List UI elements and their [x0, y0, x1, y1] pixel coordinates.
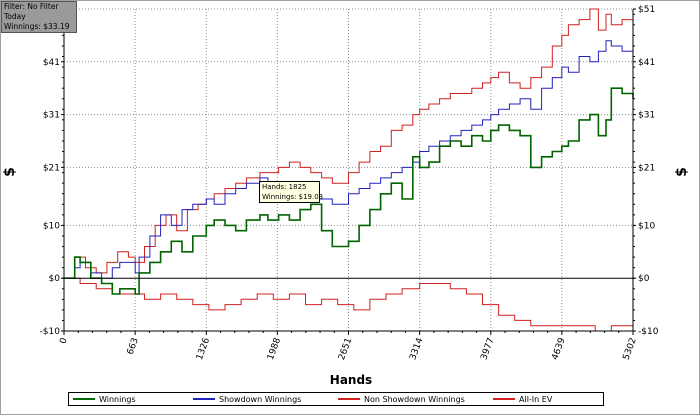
y-tick-label-left: $41 — [43, 58, 60, 68]
all-in-ev-line — [64, 8, 633, 279]
x-tick-label: 3977 — [479, 337, 496, 362]
legend-swatch-showdown — [193, 398, 215, 400]
non-showdown-winnings-line — [64, 277, 634, 332]
y-tick-label-right: $51 — [638, 5, 655, 15]
tooltip-hands: Hands: 1825 — [262, 183, 307, 191]
legend-item-allin-ev[interactable]: All-In EV — [489, 393, 599, 405]
x-axis-label: Hands — [330, 373, 372, 387]
y-tick-label-right: $0 — [638, 274, 650, 284]
y-tick-label-right: $41 — [638, 58, 655, 68]
legend-swatch-winnings — [73, 398, 95, 400]
x-tick-label: 2651 — [337, 337, 354, 362]
y-tick-label-left: -$10 — [40, 327, 61, 337]
y-tick-label-right: $31 — [638, 111, 655, 121]
filter-period: Today — [4, 12, 26, 21]
legend-swatch-allin-ev — [493, 398, 515, 400]
x-tick-label: 3314 — [408, 336, 425, 361]
chart-legend: Winnings Showdown Winnings Non Showdown … — [68, 392, 604, 406]
legend-label-non-showdown: Non Showdown Winnings — [364, 394, 465, 404]
tooltip-winnings: Winnings: $19.03 — [262, 193, 324, 201]
y-axis-label-right: $ — [674, 167, 690, 177]
y-axis-label-left: $ — [2, 167, 18, 177]
y-tick-label-left: $21 — [43, 163, 60, 173]
tick-labels: -$10-$10$0$0$10$10$21$21$31$31$41$41$51$… — [40, 5, 659, 362]
grid-lines — [64, 8, 633, 332]
y-tick-label-right: -$10 — [638, 327, 659, 337]
y-tick-label-left: $0 — [49, 274, 61, 284]
filter-winnings: Winnings: $33.19 — [4, 22, 70, 31]
x-tick-label: 1988 — [266, 336, 283, 361]
x-tick-label: 4639 — [550, 336, 567, 361]
y-tick-label-left: $10 — [43, 221, 60, 231]
x-tick-label: 663 — [126, 337, 141, 357]
showdown-winnings-line — [64, 40, 634, 279]
series-lines — [64, 8, 634, 332]
legend-item-showdown[interactable]: Showdown Winnings — [189, 393, 334, 405]
legend-label-allin-ev: All-In EV — [519, 394, 553, 404]
legend-label-winnings: Winnings — [99, 394, 136, 404]
y-tick-label-right: $21 — [638, 163, 655, 173]
legend-item-non-showdown[interactable]: Non Showdown Winnings — [334, 393, 489, 405]
x-tick-label: 1326 — [195, 336, 212, 361]
y-tick-label-right: $10 — [638, 221, 655, 231]
x-tick-label: 0 — [58, 336, 69, 345]
hover-tooltip: Hands: 1825 Winnings: $19.03 — [259, 181, 324, 203]
legend-label-showdown: Showdown Winnings — [219, 394, 302, 404]
y-tick-label-left: $31 — [43, 111, 60, 121]
x-tick-label: 5302 — [622, 337, 639, 362]
filter-info-box: Filter: No Filter Today Winnings: $33.19 — [1, 1, 77, 33]
filter-label: Filter: No Filter — [4, 2, 59, 11]
legend-swatch-non-showdown — [338, 398, 360, 400]
winnings-line — [64, 87, 634, 295]
legend-item-winnings[interactable]: Winnings — [69, 393, 189, 405]
